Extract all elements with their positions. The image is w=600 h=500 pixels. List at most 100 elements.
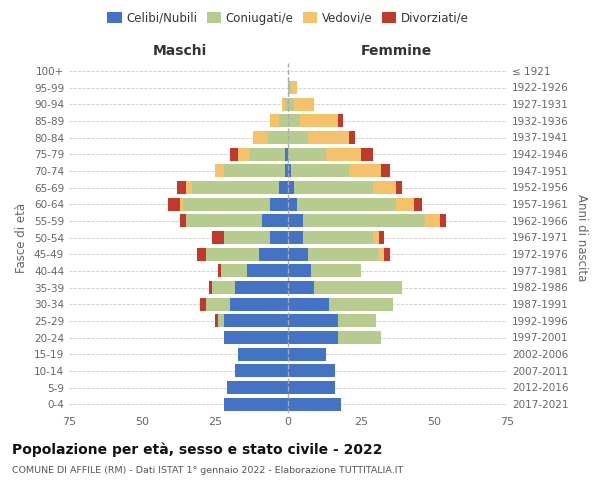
Bar	[288, 264, 311, 278]
Bar	[282, 98, 285, 110]
Bar	[230, 148, 238, 160]
Bar	[235, 364, 288, 378]
Bar	[288, 248, 308, 260]
Bar	[230, 298, 288, 310]
Bar	[215, 314, 218, 328]
Bar	[180, 198, 183, 210]
Bar	[271, 198, 288, 210]
Bar	[235, 281, 288, 294]
Bar	[425, 214, 440, 228]
Bar	[186, 214, 262, 228]
Bar	[279, 181, 288, 194]
Bar	[326, 148, 361, 160]
Bar	[285, 98, 288, 110]
Bar	[279, 114, 288, 128]
Bar	[206, 298, 230, 310]
Legend: Celibi/Nubili, Coniugati/e, Vedovi/e, Divorziati/e: Celibi/Nubili, Coniugati/e, Vedovi/e, Di…	[103, 7, 473, 30]
Bar	[373, 181, 396, 194]
Text: Popolazione per età, sesso e stato civile - 2022: Popolazione per età, sesso e stato civil…	[12, 442, 383, 457]
Bar	[259, 248, 288, 260]
Bar	[212, 281, 235, 294]
Bar	[186, 181, 191, 194]
Bar	[314, 281, 402, 294]
Bar	[224, 398, 288, 410]
Bar	[288, 131, 308, 144]
Bar	[288, 398, 341, 410]
Text: Maschi: Maschi	[153, 44, 207, 58]
Bar	[299, 114, 338, 128]
Bar	[218, 264, 221, 278]
Bar	[285, 164, 288, 177]
Bar	[191, 181, 279, 194]
Bar	[291, 81, 297, 94]
Bar	[329, 298, 393, 310]
Bar	[385, 248, 390, 260]
Bar	[396, 198, 413, 210]
Bar	[396, 181, 402, 194]
Bar	[218, 314, 224, 328]
Bar	[302, 231, 373, 244]
Bar	[338, 331, 382, 344]
Bar	[294, 181, 373, 194]
Bar	[177, 181, 186, 194]
Bar	[440, 214, 446, 228]
Bar	[224, 231, 271, 244]
Bar	[311, 264, 361, 278]
Text: Femmine: Femmine	[361, 44, 431, 58]
Bar	[197, 248, 206, 260]
Bar	[271, 231, 288, 244]
Bar	[291, 164, 349, 177]
Bar	[361, 148, 373, 160]
Bar	[271, 114, 279, 128]
Bar	[338, 114, 343, 128]
Bar	[288, 114, 299, 128]
Bar	[224, 331, 288, 344]
Bar	[288, 148, 326, 160]
Bar	[288, 198, 297, 210]
Bar	[288, 164, 291, 177]
Bar	[247, 264, 288, 278]
Bar	[288, 281, 314, 294]
Bar	[200, 298, 206, 310]
Y-axis label: Anni di nascita: Anni di nascita	[575, 194, 588, 281]
Bar	[288, 364, 335, 378]
Bar	[268, 131, 288, 144]
Bar	[379, 231, 385, 244]
Bar	[253, 131, 268, 144]
Bar	[338, 314, 376, 328]
Bar	[215, 164, 224, 177]
Bar	[308, 248, 379, 260]
Text: COMUNE DI AFFILE (RM) - Dati ISTAT 1° gennaio 2022 - Elaborazione TUTTITALIA.IT: COMUNE DI AFFILE (RM) - Dati ISTAT 1° ge…	[12, 466, 403, 475]
Bar	[288, 98, 294, 110]
Bar	[212, 231, 224, 244]
Bar	[294, 98, 314, 110]
Bar	[308, 131, 349, 144]
Bar	[285, 148, 288, 160]
Bar	[288, 331, 338, 344]
Bar	[262, 214, 288, 228]
Bar	[349, 131, 355, 144]
Bar	[288, 81, 291, 94]
Bar	[224, 314, 288, 328]
Bar	[288, 214, 302, 228]
Y-axis label: Fasce di età: Fasce di età	[16, 202, 28, 272]
Bar	[297, 198, 396, 210]
Bar	[227, 381, 288, 394]
Bar	[288, 348, 326, 360]
Bar	[221, 264, 247, 278]
Bar	[413, 198, 422, 210]
Bar	[206, 248, 259, 260]
Bar	[373, 231, 379, 244]
Bar	[349, 164, 382, 177]
Bar	[288, 298, 329, 310]
Bar	[288, 381, 335, 394]
Bar	[168, 198, 180, 210]
Bar	[382, 164, 390, 177]
Bar	[379, 248, 385, 260]
Bar	[288, 231, 302, 244]
Bar	[238, 348, 288, 360]
Bar	[250, 148, 285, 160]
Bar	[302, 214, 425, 228]
Bar	[288, 181, 294, 194]
Bar	[238, 148, 250, 160]
